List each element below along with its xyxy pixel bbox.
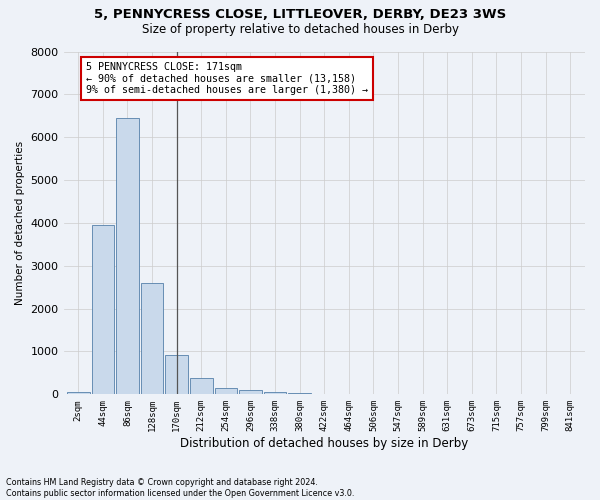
Bar: [92, 225, 114, 394]
Y-axis label: Number of detached properties: Number of detached properties: [15, 141, 25, 305]
Bar: [116, 118, 139, 394]
Text: Size of property relative to detached houses in Derby: Size of property relative to detached ho…: [142, 22, 458, 36]
Bar: [67, 392, 89, 394]
Bar: [166, 355, 188, 395]
X-axis label: Distribution of detached houses by size in Derby: Distribution of detached houses by size …: [180, 437, 469, 450]
Bar: [289, 393, 311, 394]
Bar: [264, 392, 286, 394]
Bar: [190, 378, 212, 394]
Bar: [239, 390, 262, 394]
Bar: [215, 388, 237, 394]
Text: Contains HM Land Registry data © Crown copyright and database right 2024.
Contai: Contains HM Land Registry data © Crown c…: [6, 478, 355, 498]
Text: 5, PENNYCRESS CLOSE, LITTLEOVER, DERBY, DE23 3WS: 5, PENNYCRESS CLOSE, LITTLEOVER, DERBY, …: [94, 8, 506, 20]
Bar: [141, 283, 163, 395]
Text: 5 PENNYCRESS CLOSE: 171sqm
← 90% of detached houses are smaller (13,158)
9% of s: 5 PENNYCRESS CLOSE: 171sqm ← 90% of deta…: [86, 62, 368, 96]
